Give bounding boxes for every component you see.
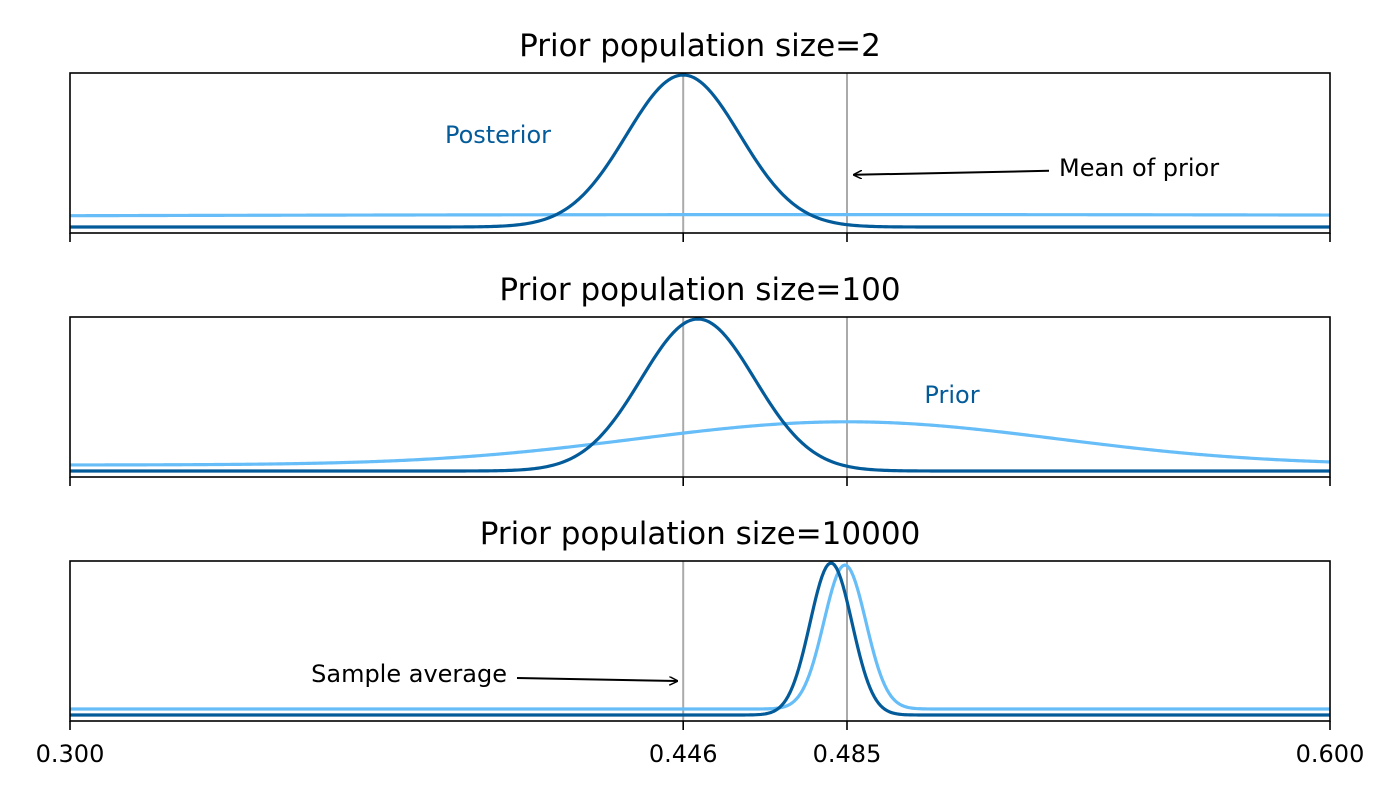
axes-frame — [69, 560, 1331, 722]
series-label-prior: Prior — [924, 381, 979, 409]
chart-title: Prior population size=100 — [499, 272, 900, 308]
series-prior-line — [70, 420, 1331, 467]
series-prior-line — [69, 213, 1330, 218]
chart-panel-2: Prior population size=100 Prior — [69, 272, 1331, 486]
chart-title: Prior population size=10000 — [480, 516, 921, 552]
series-prior-line — [70, 563, 1330, 711]
series-posterior-line — [70, 73, 1330, 229]
annotation-arrow — [516, 678, 677, 681]
x-tick-label: 0.300 — [36, 740, 105, 768]
series-posterior-line — [70, 317, 1330, 473]
series-posterior-line — [70, 561, 1330, 717]
axes-frame — [69, 72, 1331, 234]
series-label-posterior: Posterior — [445, 121, 551, 149]
x-tick-label: 0.446 — [649, 740, 718, 768]
chart-panel-1: Prior population size=2 Posterior Mean of … — [69, 28, 1331, 242]
annotation-arrow — [854, 169, 1050, 175]
axes-frame — [69, 316, 1331, 478]
chart-panel-3: Prior population size=10000 0.300 0.446 0.4… — [36, 516, 1365, 768]
annotation-mean-of-prior: Mean of prior — [1059, 154, 1219, 182]
chart-title: Prior population size=2 — [519, 28, 881, 64]
x-tick-label: 0.600 — [1296, 740, 1365, 768]
annotation-sample-average: Sample average — [311, 660, 507, 688]
x-tick-label: 0.485 — [813, 740, 882, 768]
